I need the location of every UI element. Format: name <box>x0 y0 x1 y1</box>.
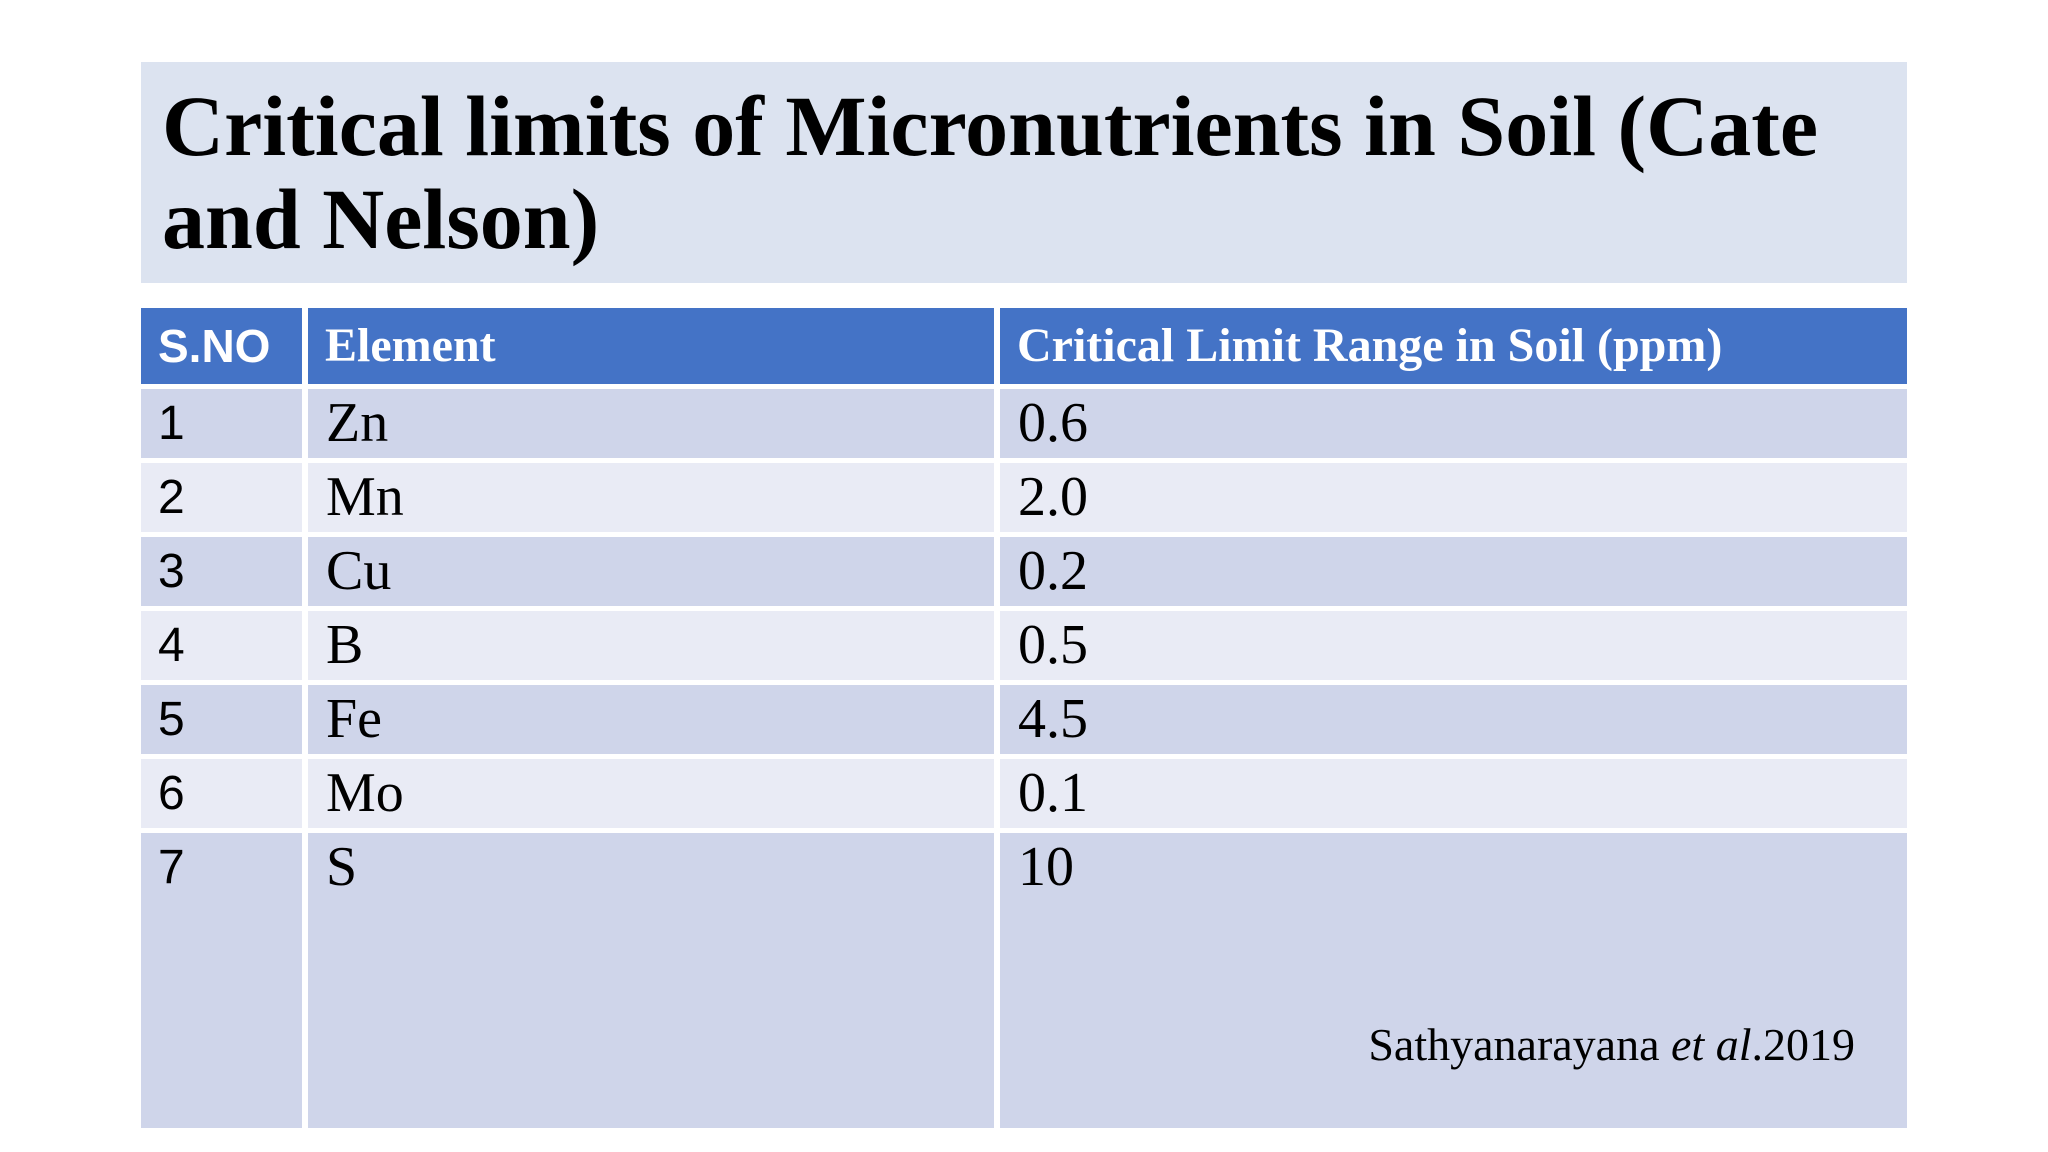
table-header-row: S.NO Element Critical Limit Range in Soi… <box>141 308 1907 384</box>
cell-value: 0.5 <box>1000 611 1907 680</box>
citation-author: Sathyanarayana <box>1368 1019 1672 1070</box>
table-row: 3 Cu 0.2 <box>141 537 1907 606</box>
slide-title-line-2: and Nelson) <box>162 170 600 267</box>
cell-sno: 1 <box>141 389 302 458</box>
cell-value: 4.5 <box>1000 685 1907 754</box>
citation: Sathyanarayana et al.2019 <box>1368 1018 1855 1071</box>
cell-element: S <box>308 833 994 1128</box>
citation-et-al: et al <box>1671 1019 1752 1070</box>
title-block: Critical limits of Micronutrients in Soi… <box>141 62 1907 283</box>
header-cell-element: Element <box>308 308 994 384</box>
table-row: 6 Mo 0.1 <box>141 759 1907 828</box>
cell-element: Fe <box>308 685 994 754</box>
cell-value-text: 10 <box>1018 836 1074 898</box>
table-row: 1 Zn 0.6 <box>141 389 1907 458</box>
table-row: 7 S 10 Sathyanarayana et al.2019 <box>141 833 1907 1128</box>
header-cell-sno: S.NO <box>141 308 302 384</box>
cell-value: 0.6 <box>1000 389 1907 458</box>
citation-year: .2019 <box>1751 1019 1856 1070</box>
cell-element: Zn <box>308 389 994 458</box>
micronutrients-table: S.NO Element Critical Limit Range in Soi… <box>141 308 1907 1128</box>
cell-element: Mo <box>308 759 994 828</box>
cell-element: B <box>308 611 994 680</box>
table-row: 2 Mn 2.0 <box>141 463 1907 532</box>
cell-sno: 2 <box>141 463 302 532</box>
slide-title-line-1: Critical limits of Micronutrients in Soi… <box>162 78 1819 174</box>
cell-sno: 3 <box>141 537 302 606</box>
table-row: 4 B 0.5 <box>141 611 1907 680</box>
cell-element: Mn <box>308 463 994 532</box>
cell-sno: 4 <box>141 611 302 680</box>
header-cell-critical-limit: Critical Limit Range in Soil (ppm) <box>1000 308 1907 384</box>
cell-value: 10 Sathyanarayana et al.2019 <box>1000 833 1907 1128</box>
cell-value: 0.2 <box>1000 537 1907 606</box>
cell-value: 0.1 <box>1000 759 1907 828</box>
cell-sno: 6 <box>141 759 302 828</box>
cell-sno: 5 <box>141 685 302 754</box>
cell-value: 2.0 <box>1000 463 1907 532</box>
table-row: 5 Fe 4.5 <box>141 685 1907 754</box>
cell-sno: 7 <box>141 833 302 1128</box>
cell-element: Cu <box>308 537 994 606</box>
